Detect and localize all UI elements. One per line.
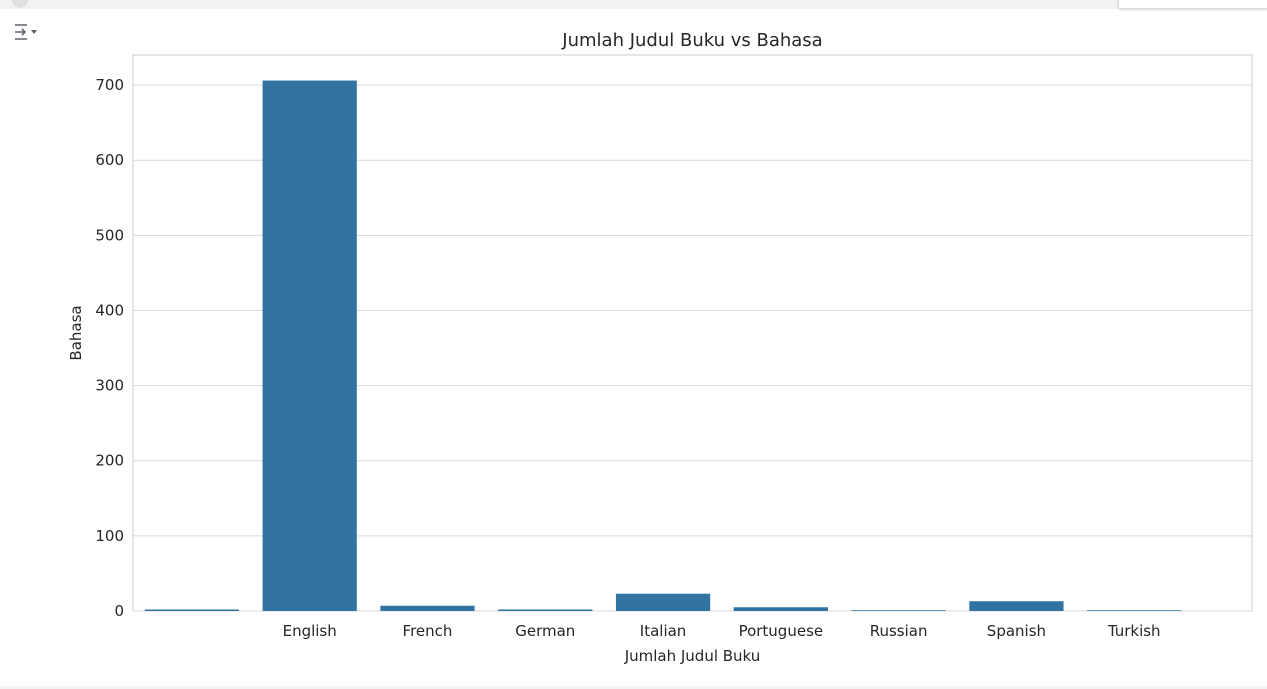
bar: [262, 80, 357, 611]
x-tick-label: Russian: [870, 622, 928, 640]
toolbar-popup: [1118, 0, 1267, 9]
output-bottom-divider: [0, 686, 1267, 689]
x-axis-label: Jumlah Judul Buku: [624, 647, 761, 665]
y-axis-label: Bahasa: [67, 305, 85, 360]
x-tick-label: English: [283, 622, 337, 640]
y-tick-label: 500: [95, 226, 124, 244]
output-options-icon[interactable]: [12, 20, 40, 44]
bar: [1087, 610, 1182, 611]
y-tick-label: 200: [95, 452, 124, 470]
y-tick-label: 300: [95, 377, 124, 395]
x-tick-label: Turkish: [1107, 622, 1161, 640]
y-tick-label: 600: [95, 151, 124, 169]
bar: [615, 593, 711, 611]
bar: [498, 609, 593, 611]
cell-run-indicator: [12, 0, 28, 8]
bar: [144, 609, 240, 611]
x-tick-label: Spanish: [987, 622, 1046, 640]
x-tick-label: German: [515, 622, 575, 640]
x-tick-label: Portuguese: [739, 622, 824, 640]
chart-title: Jumlah Judul Buku vs Bahasa: [561, 30, 822, 51]
x-tick-label: Italian: [640, 622, 687, 640]
output-gutter: [0, 9, 48, 689]
x-tick-label: French: [403, 622, 453, 640]
notebook-top-bar: [0, 0, 1267, 9]
bar: [380, 605, 475, 611]
bars: [144, 80, 1182, 611]
y-tick-label: 0: [114, 602, 124, 620]
bar: [969, 601, 1064, 611]
y-tick-labels: 0 100 200 300 400 500 600 700: [95, 76, 124, 620]
y-tick-label: 400: [95, 301, 124, 319]
bar: [733, 607, 828, 611]
bar: [851, 610, 946, 611]
y-tick-label: 100: [95, 527, 124, 545]
x-tick-labels: English French German Italian Portuguese Russ…: [283, 622, 1161, 640]
y-tick-label: 700: [95, 76, 124, 94]
